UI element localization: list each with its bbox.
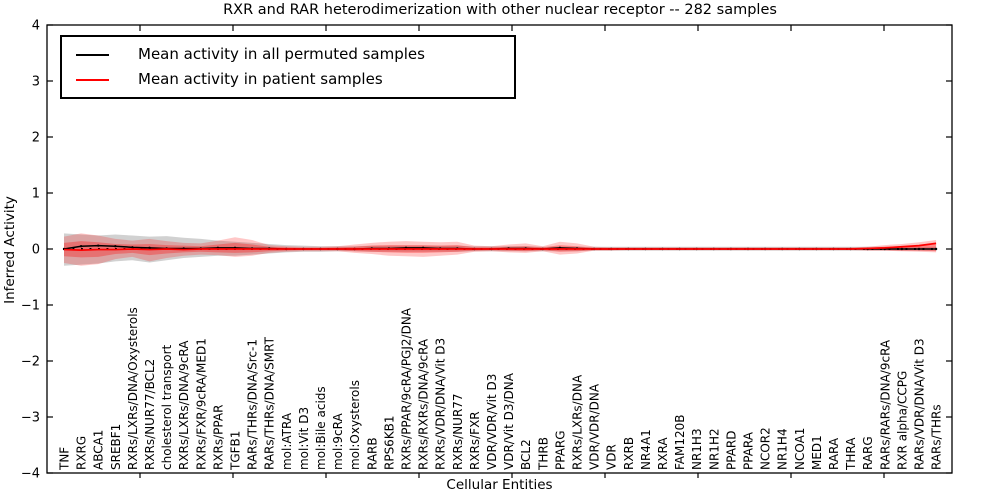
x-category-label: BCL2	[519, 439, 533, 470]
permuted-mean-marker	[79, 245, 83, 248]
legend: Mean activity in all permuted samples Me…	[60, 35, 516, 99]
x-category-label: RPS6KB1	[382, 415, 396, 470]
patient-mean-line	[63, 242, 937, 251]
x-category-label: TNF	[58, 447, 72, 471]
x-category-label: mol:Oxysterols	[348, 380, 362, 470]
y-tick-label: −1	[21, 299, 40, 314]
x-category-label: PPARD	[724, 431, 738, 471]
legend-line-sample-black	[76, 53, 109, 56]
x-category-label: RXRs/NUR77	[451, 393, 465, 470]
x-category-label: RARs/THRs/DNA/Src-1	[246, 339, 260, 470]
x-category-label: RXRs/LXRs/DNA/Oxysterols	[126, 307, 140, 470]
x-category-label: RXRB	[622, 437, 636, 470]
permuted-mean-marker	[917, 247, 921, 251]
y-tick-label: −2	[21, 355, 40, 370]
y-axis-label: Inferred Activity	[2, 196, 18, 304]
x-category-label: RXRs/FXR	[468, 411, 482, 470]
x-category-label: RARs/THRs	[930, 404, 944, 470]
x-category-label: VDR/VDR/Vit D3	[485, 374, 499, 470]
x-category-label: RARs/VDR/DNA/Vit D3	[913, 338, 927, 470]
x-category-label: RARB	[365, 437, 379, 470]
y-tick-label: 3	[32, 75, 40, 90]
x-category-label: RXRG	[75, 436, 89, 470]
y-tick-label: 2	[32, 131, 40, 146]
x-category-label: mol:Vit D3	[297, 407, 311, 470]
x-category-label: NCOA1	[793, 428, 807, 470]
y-tick-label: 0	[32, 243, 40, 258]
x-category-label: PPARA	[742, 431, 756, 470]
legend-label: Mean activity in patient samples	[138, 70, 383, 88]
x-category-label: RARA	[827, 437, 841, 470]
x-category-label: RXRs/LXRs/DNA/9cRA	[177, 340, 191, 470]
x-category-label: SREBF1	[109, 424, 123, 470]
x-category-label: THRA	[844, 437, 858, 471]
x-category-label: RARG	[861, 436, 875, 470]
x-category-label: NR4A1	[639, 429, 653, 470]
x-category-label: VDR/VDR/DNA	[588, 383, 602, 470]
x-category-label: PPARG	[553, 430, 567, 470]
permuted-mean-marker	[131, 246, 134, 249]
x-axis-label: Cellular Entities	[446, 477, 553, 493]
x-category-label: NR1H2	[707, 428, 721, 470]
permuted-mean-marker	[934, 247, 938, 251]
permuted-mean-marker	[900, 247, 904, 251]
permuted-mean-marker	[148, 246, 151, 250]
y-tick-label: 1	[32, 187, 40, 202]
x-category-label: VDR	[605, 444, 619, 470]
x-category-label: RXRs/PPAR	[211, 405, 225, 470]
x-category-label: mol:ATRA	[280, 412, 294, 470]
x-category-label: ABCA1	[92, 430, 106, 470]
x-category-label: cholesterol transport	[160, 344, 174, 470]
x-category-label: RXRs/RXRs/DNA/9cRA	[417, 338, 431, 470]
x-category-label: RXRs/PPAR/9cRA/PGJ2/DNA	[400, 307, 414, 470]
legend-label: Mean activity in all permuted samples	[138, 45, 425, 63]
x-category-label: THRB	[536, 437, 550, 471]
x-category-label: mol:Bile acids	[314, 386, 328, 470]
x-category-label: FAM120B	[673, 415, 687, 471]
permuted-mean-marker	[97, 244, 100, 247]
legend-item-permuted: Mean activity in all permuted samples	[62, 47, 514, 62]
y-tick-label: −4	[21, 467, 40, 482]
x-category-label: RXRs/FXR/9cRA/MED1	[194, 338, 208, 470]
x-category-label: mol:9cRA	[331, 413, 345, 470]
chart-title: RXR and RAR heterodimerization with othe…	[223, 2, 777, 18]
x-category-label: MED1	[810, 435, 824, 470]
legend-item-patient: Mean activity in patient samples	[62, 72, 514, 87]
x-category-label: RXRs/LXRs/DNA	[571, 374, 585, 470]
x-category-label: VDR/Vit D3/DNA	[502, 372, 516, 470]
x-category-label: RXRA	[656, 437, 670, 470]
legend-line-sample-red	[76, 78, 109, 81]
x-category-label: NR1H3	[690, 428, 704, 470]
x-category-label: NCOR2	[759, 427, 773, 470]
x-category-label: RXR alpha/CCPG	[895, 371, 909, 470]
y-tick-label: 4	[32, 19, 40, 34]
x-category-label: RXRs/VDR/DNA/Vit D3	[434, 338, 448, 470]
x-category-label: RARs/THRs/DNA/SMRT	[263, 336, 277, 470]
x-category-label: NR1H4	[776, 428, 790, 470]
y-tick-label: −3	[21, 411, 40, 426]
x-category-label: TGFB1	[229, 431, 243, 471]
permuted-mean-marker	[114, 245, 117, 248]
x-category-label: RARs/RARs/DNA/9cRA	[878, 339, 892, 470]
x-category-label: RXRs/NUR77/BCL2	[143, 359, 157, 470]
